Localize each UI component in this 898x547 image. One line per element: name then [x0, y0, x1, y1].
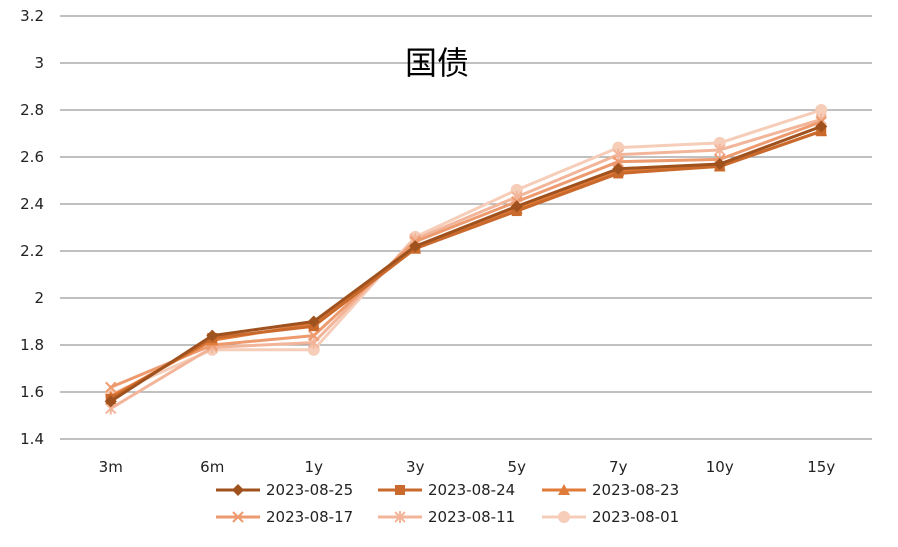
legend-label: 2023-08-24 — [428, 481, 515, 499]
legend-marker — [394, 511, 406, 523]
series-lines — [104, 104, 828, 415]
y-tick-label: 1.8 — [20, 336, 44, 354]
data-point — [612, 155, 624, 168]
y-axis-tick-labels: 1.4 1.6 1.8 2 2.2 2.4 2.6 2.8 3 3.2 — [20, 7, 44, 448]
legend-entry: 2023-08-25 — [216, 481, 353, 499]
x-tick-label: 5y — [508, 458, 527, 476]
x-tick-label: 3m — [99, 458, 123, 476]
data-point — [105, 381, 117, 394]
data-point — [409, 240, 422, 253]
data-point — [308, 329, 320, 342]
x-axis-tick-labels: 3m 6m 1y 3y 5y 7y 10y 15y — [99, 458, 836, 476]
data-point — [104, 395, 117, 408]
y-tick-label: 2 — [34, 289, 44, 307]
legend-entry: 2023-08-23 — [542, 481, 679, 499]
data-point — [307, 315, 320, 328]
chart-title: 国债 — [405, 44, 469, 82]
legend-marker — [558, 484, 570, 495]
legend: 2023-08-25 2023-08-24 2023-08-23 2023-08-17… — [216, 481, 679, 526]
data-point — [815, 104, 828, 116]
y-tick-label: 2.6 — [20, 148, 44, 166]
x-tick-label: 10y — [706, 458, 734, 476]
data-point — [815, 120, 828, 133]
x-tick-label: 6m — [200, 458, 224, 476]
legend-entry: 2023-08-01 — [542, 508, 679, 526]
x-tick-label: 3y — [406, 458, 425, 476]
y-tick-label: 2.4 — [20, 195, 44, 213]
legend-marker — [232, 511, 244, 523]
data-point — [713, 158, 726, 171]
series-line — [110, 120, 822, 389]
legend-label: 2023-08-25 — [266, 481, 353, 499]
legend-label: 2023-08-11 — [428, 508, 515, 526]
legend-label: 2023-08-23 — [592, 481, 679, 499]
legend-marker — [558, 511, 570, 523]
y-tick-label: 2.8 — [20, 101, 44, 119]
data-point — [612, 162, 625, 175]
series-2023-08-11 — [105, 113, 827, 415]
series-line — [109, 125, 822, 403]
legend-marker — [232, 484, 244, 496]
legend-entry: 2023-08-17 — [216, 508, 353, 526]
data-point — [510, 200, 523, 213]
y-tick-label: 1.6 — [20, 383, 44, 401]
series-line — [109, 117, 822, 410]
y-tick-label: 3 — [34, 54, 44, 72]
legend-label: 2023-08-17 — [266, 508, 353, 526]
series-line — [109, 129, 822, 401]
x-tick-label: 7y — [609, 458, 628, 476]
data-point — [714, 143, 726, 156]
series-2023-08-25 — [104, 120, 828, 408]
x-tick-label: 15y — [807, 458, 835, 476]
y-tick-label: 3.2 — [20, 7, 44, 25]
x-tick-label: 1y — [305, 458, 324, 476]
y-tick-label: 1.4 — [20, 430, 44, 448]
series-line — [110, 108, 822, 396]
data-point — [206, 329, 219, 342]
y-tick-label: 2.2 — [20, 242, 44, 260]
legend-label: 2023-08-01 — [592, 508, 679, 526]
legend-marker — [395, 485, 405, 495]
legend-entry: 2023-08-11 — [378, 508, 515, 526]
legend-entry: 2023-08-24 — [378, 481, 515, 499]
